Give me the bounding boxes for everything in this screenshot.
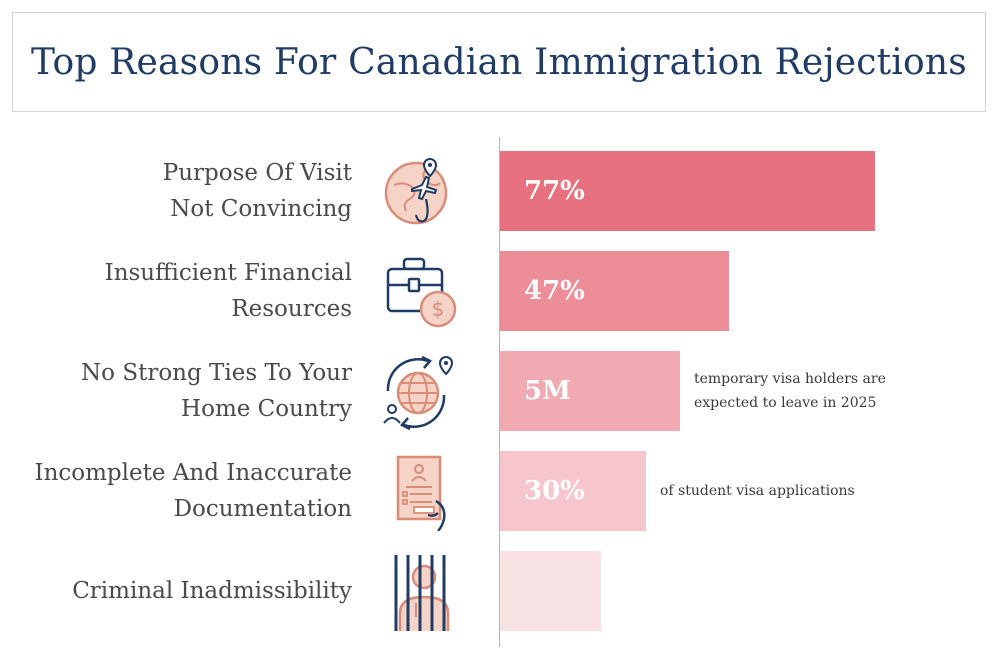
svg-text:$: $ bbox=[432, 297, 445, 321]
category-label: No Strong Ties To Your Home Country bbox=[0, 351, 352, 431]
category-label-line: Not Convincing bbox=[170, 196, 352, 222]
globe-travel-icon bbox=[378, 355, 458, 431]
bar-annotation: temporary visa holders are expected to le… bbox=[694, 351, 886, 431]
bar-row: Incomplete And Inaccurate Documentation 3… bbox=[0, 451, 1000, 532]
globe-plane-icon bbox=[378, 155, 458, 231]
bar-row: Criminal Inadmissibility bbox=[0, 551, 1000, 631]
prisoner-bars-icon bbox=[378, 555, 458, 631]
category-label-line: Criminal Inadmissibility bbox=[72, 578, 352, 604]
bar-annotation-line: expected to leave in 2025 bbox=[694, 395, 877, 411]
category-label-line: Resources bbox=[231, 296, 352, 322]
bar bbox=[500, 151, 875, 231]
category-label: Purpose Of Visit Not Convincing bbox=[0, 151, 352, 231]
bar-value-label: 47% bbox=[524, 276, 585, 306]
category-label-line: No Strong Ties To Your bbox=[81, 360, 352, 386]
category-label-line: Insufficient Financial bbox=[104, 260, 352, 286]
document-hand-icon bbox=[378, 455, 458, 532]
bar bbox=[500, 451, 646, 531]
category-label-line: Purpose Of Visit bbox=[162, 160, 352, 186]
bar-row: Purpose Of Visit Not Convincing 77% bbox=[0, 151, 1000, 231]
bar-row: No Strong Ties To Your Home Country 5M tem… bbox=[0, 351, 1000, 431]
bar-row: Insufficient Financial Resources $ 47% bbox=[0, 251, 1000, 331]
bar-value-label: 5M bbox=[524, 376, 571, 406]
category-label-line: Home Country bbox=[181, 396, 352, 422]
bar-annotation: of student visa applications bbox=[660, 451, 855, 531]
category-label: Criminal Inadmissibility bbox=[0, 551, 352, 631]
bar bbox=[500, 351, 680, 431]
briefcase-dollar-icon: $ bbox=[378, 255, 458, 331]
bar-annotation-line: of student visa applications bbox=[660, 483, 855, 499]
category-label: Incomplete And Inaccurate Documentation bbox=[0, 451, 353, 531]
chart-title: Top Reasons For Canadian Immigration Rej… bbox=[31, 41, 967, 83]
bar-value-label: 77% bbox=[524, 176, 585, 206]
title-box: Top Reasons For Canadian Immigration Rej… bbox=[12, 12, 986, 112]
axis-line bbox=[499, 137, 500, 647]
bar-value-label: 30% bbox=[524, 476, 585, 506]
bar-annotation-line: temporary visa holders are bbox=[694, 371, 886, 387]
category-label-line: Documentation bbox=[173, 496, 352, 522]
bar bbox=[500, 251, 729, 331]
category-label: Insufficient Financial Resources bbox=[0, 251, 352, 331]
category-label-line: Incomplete And Inaccurate bbox=[34, 460, 353, 486]
bar bbox=[500, 551, 601, 631]
